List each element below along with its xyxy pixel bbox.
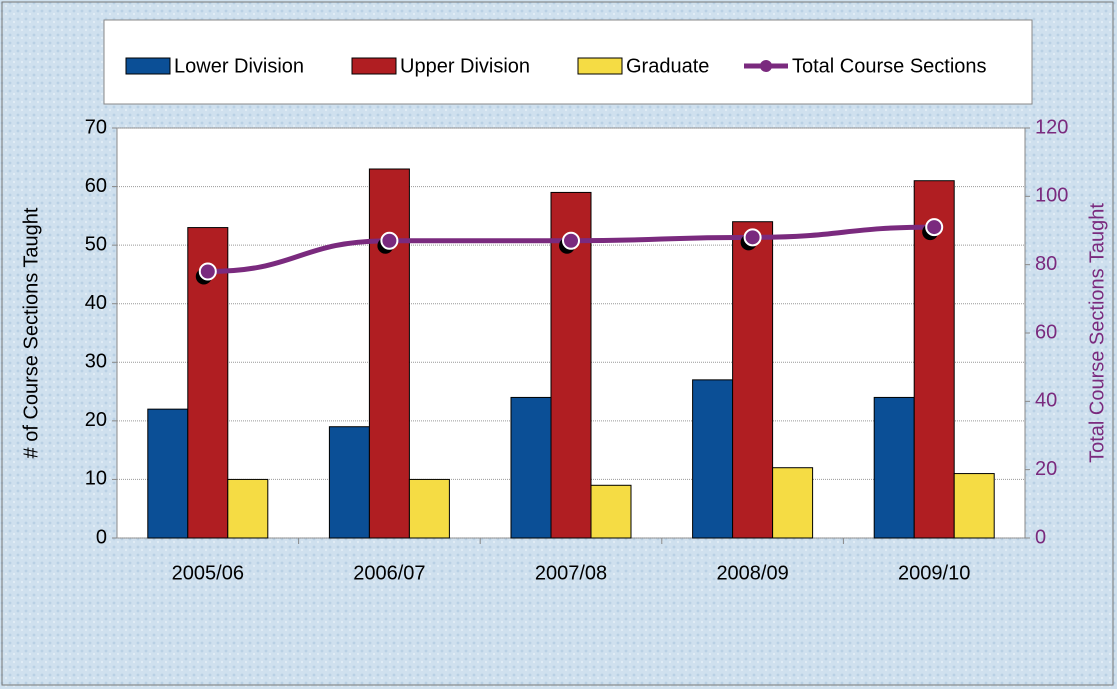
y2-tick-label: 120 bbox=[1035, 116, 1068, 138]
bar bbox=[692, 379, 734, 539]
legend-swatch bbox=[351, 57, 397, 75]
legend-label: Upper Division bbox=[400, 55, 530, 77]
legend-label: Total Course Sections bbox=[792, 55, 987, 77]
marker bbox=[198, 262, 217, 281]
y-axis-title: # of Course Sections Taught bbox=[20, 207, 42, 458]
x-tick-label: 2005/06 bbox=[172, 562, 244, 584]
bar bbox=[953, 473, 995, 539]
x-tick-label: 2006/07 bbox=[353, 562, 425, 584]
bar bbox=[510, 396, 552, 539]
legend-swatch bbox=[125, 57, 171, 75]
bar bbox=[368, 168, 410, 539]
bar bbox=[913, 180, 955, 539]
bar bbox=[873, 396, 915, 539]
marker bbox=[925, 218, 944, 237]
x-tick-label: 2007/08 bbox=[535, 562, 607, 584]
y2-axis-title: Total Course Sections Taught bbox=[1086, 203, 1108, 463]
bar bbox=[408, 478, 450, 539]
legend-box bbox=[103, 19, 1033, 105]
y-tick-label: 10 bbox=[85, 468, 107, 490]
marker bbox=[743, 228, 762, 247]
bar bbox=[147, 408, 189, 539]
bar bbox=[187, 227, 229, 539]
legend-marker bbox=[760, 60, 772, 72]
y2-tick-label: 0 bbox=[1035, 526, 1046, 548]
y-tick-label: 60 bbox=[85, 175, 107, 197]
y2-tick-label: 80 bbox=[1035, 253, 1057, 275]
bar bbox=[227, 478, 269, 539]
x-tick-label: 2008/09 bbox=[716, 562, 788, 584]
x-tick-label: 2009/10 bbox=[898, 562, 970, 584]
marker bbox=[562, 231, 580, 250]
legend-label: Graduate bbox=[626, 55, 709, 77]
y-tick-label: 50 bbox=[85, 233, 107, 255]
y-tick-label: 70 bbox=[85, 116, 107, 138]
y2-tick-label: 100 bbox=[1035, 185, 1068, 207]
bar bbox=[590, 484, 632, 539]
y2-tick-label: 60 bbox=[1035, 321, 1057, 343]
y-tick-label: 40 bbox=[85, 292, 107, 314]
y2-tick-label: 40 bbox=[1035, 390, 1057, 412]
bar bbox=[732, 221, 774, 539]
bar bbox=[328, 426, 370, 539]
bar bbox=[772, 467, 814, 539]
legend-swatch bbox=[577, 57, 623, 75]
legend-label: Lower Division bbox=[174, 55, 304, 77]
y-tick-label: 20 bbox=[85, 409, 107, 431]
y-tick-label: 0 bbox=[96, 526, 107, 548]
y2-tick-label: 20 bbox=[1035, 458, 1057, 480]
y-tick-label: 30 bbox=[85, 351, 107, 373]
marker bbox=[380, 231, 399, 250]
